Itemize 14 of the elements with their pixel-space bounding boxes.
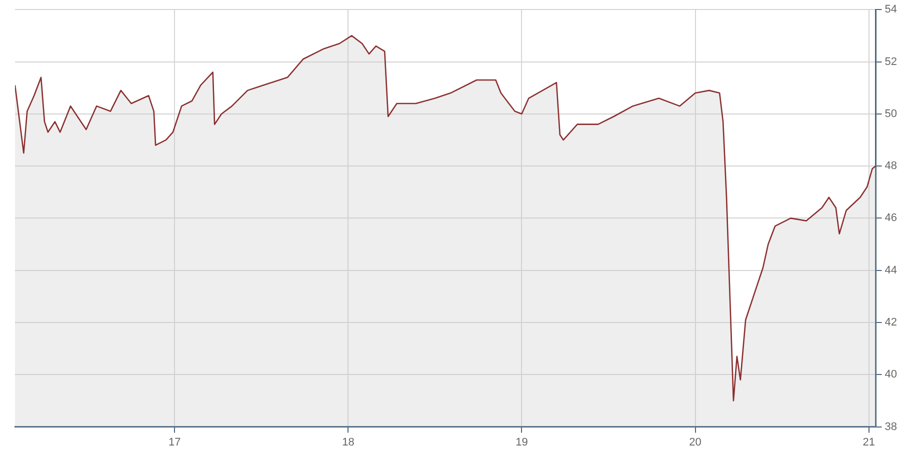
y-tick-label: 44 (884, 264, 898, 276)
x-tick-label: 21 (862, 436, 875, 448)
x-tick-label: 17 (168, 436, 181, 448)
x-tick-label: 20 (689, 436, 702, 448)
x-tick-label: 19 (516, 436, 528, 448)
y-tick-label: 52 (884, 56, 898, 68)
y-tick-label: 50 (884, 108, 898, 120)
y-tick-label: 40 (884, 368, 898, 381)
y-tick-label: 54 (884, 4, 898, 16)
x-tick-label: 18 (342, 436, 354, 448)
y-tick-label: 48 (884, 160, 898, 172)
y-tick-label: 38 (884, 420, 898, 433)
y-tick-label: 46 (884, 212, 898, 224)
y-tick-label: 42 (884, 316, 898, 329)
